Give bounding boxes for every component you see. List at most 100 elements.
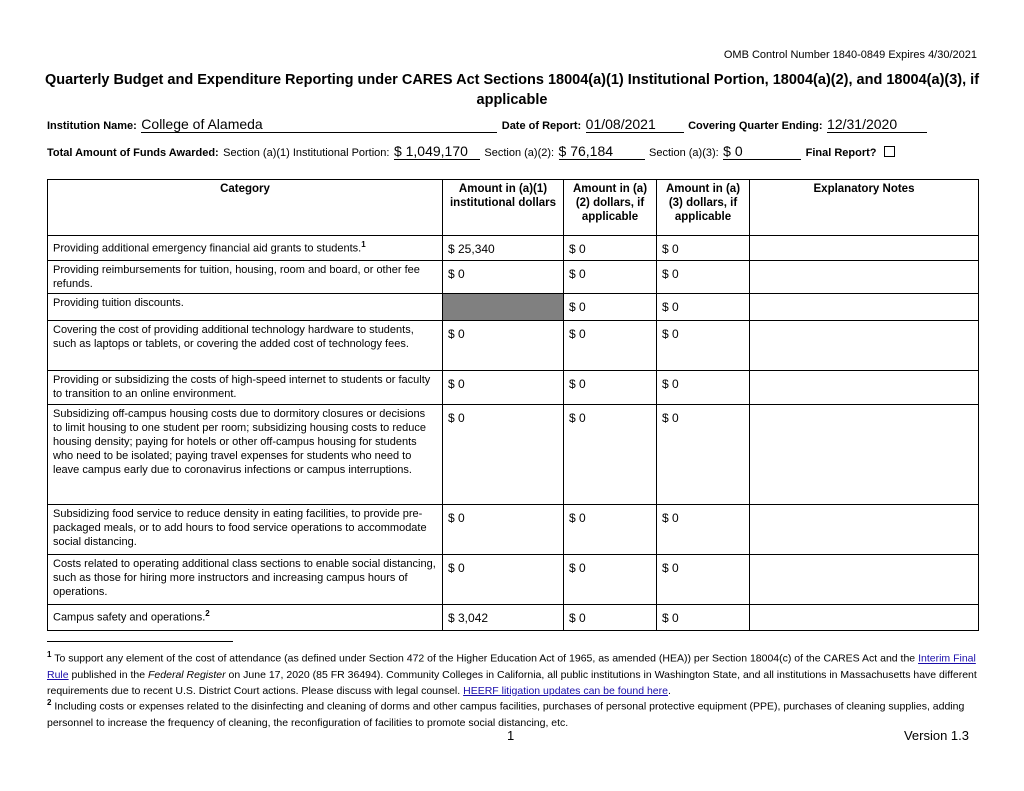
notes-cell[interactable] <box>749 235 979 261</box>
expenditure-table: Category Amount in (a)(1) institutional … <box>47 179 979 631</box>
a3-cell[interactable]: $ 0 <box>656 404 750 505</box>
heerf-litigation-link[interactable]: HEERF litigation updates can be found he… <box>463 684 668 697</box>
quarter-ending-field[interactable]: 12/31/2020 <box>827 117 928 133</box>
a3-cell[interactable]: $ 0 <box>656 604 750 631</box>
a1-cell[interactable]: $ 0 <box>442 260 564 294</box>
a2-cell[interactable]: $ 0 <box>563 235 657 261</box>
header-category: Category <box>47 179 443 236</box>
quarter-label: Covering Quarter Ending: <box>688 120 823 132</box>
a3-cell[interactable]: $ 0 <box>656 320 750 371</box>
category-cell: Costs related to operating additional cl… <box>47 554 443 605</box>
category-text: Covering the cost of providing additiona… <box>53 324 414 350</box>
funds-line: Total Amount of Funds Awarded: Section (… <box>47 143 895 161</box>
footnote-1-text-a: To support any element of the cost of at… <box>54 652 919 665</box>
institution-label: Institution Name: <box>47 120 137 132</box>
notes-cell[interactable] <box>749 370 979 405</box>
a2-cell[interactable]: $ 0 <box>563 293 657 321</box>
category-text: Campus safety and operations. <box>53 611 206 624</box>
footnote-ref: 1 <box>361 240 366 249</box>
version-label: Version 1.3 <box>903 728 969 743</box>
category-text: Providing tuition discounts. <box>53 297 184 309</box>
final-report-checkbox[interactable] <box>883 146 895 157</box>
footnote-1-end: . <box>668 684 671 697</box>
total-funds-label: Total Amount of Funds Awarded: <box>47 147 219 159</box>
table-row: Providing reimbursements for tuition, ho… <box>47 260 979 294</box>
a1-cell[interactable]: $ 3,042 <box>442 604 564 631</box>
omb-control-number: OMB Control Number 1840-0849 Expires 4/3… <box>723 49 977 61</box>
a2-cell[interactable]: $ 0 <box>563 370 657 405</box>
a2-label: Section (a)(2): <box>484 147 555 159</box>
category-text: Costs related to operating additional cl… <box>53 558 436 598</box>
a3-cell[interactable]: $ 0 <box>656 260 750 294</box>
a2-cell[interactable]: $ 0 <box>563 604 657 631</box>
category-cell: Campus safety and operations.2 <box>47 604 443 631</box>
category-cell: Providing tuition discounts. <box>47 293 443 321</box>
a1-cell[interactable]: $ 0 <box>442 554 564 605</box>
category-cell: Providing or subsidizing the costs of hi… <box>47 370 443 405</box>
notes-cell[interactable] <box>749 293 979 321</box>
category-text: Providing additional emergency financial… <box>53 242 362 255</box>
a2-amount-field[interactable]: $ 76,184 <box>558 144 645 160</box>
a1-cell[interactable]: $ 0 <box>442 404 564 505</box>
footnote-2: 2 Including costs or expenses related to… <box>47 695 977 731</box>
category-cell: Subsidizing off-campus housing costs due… <box>47 404 443 505</box>
footnote-1-number: 1 <box>47 650 52 659</box>
a3-cell[interactable]: $ 0 <box>656 235 750 261</box>
table-row: Providing or subsidizing the costs of hi… <box>47 370 979 405</box>
a2-cell[interactable]: $ 0 <box>563 404 657 505</box>
notes-cell[interactable] <box>749 554 979 605</box>
a1-cell[interactable]: $ 0 <box>442 370 564 405</box>
a3-cell[interactable]: $ 0 <box>656 504 750 555</box>
a3-cell[interactable]: $ 0 <box>656 293 750 321</box>
footnote-1-text-c: on June 17, 2020 (85 FR 36494). Communit… <box>47 668 977 697</box>
table-row: Covering the cost of providing additiona… <box>47 320 979 371</box>
a1-amount-field[interactable]: $ 1,049,170 <box>393 144 480 160</box>
header-a3: Amount in (a)(3) dollars, if applicable <box>656 179 750 236</box>
footnote-divider <box>47 641 233 642</box>
a1-cell[interactable]: $ 0 <box>442 504 564 555</box>
a1-cell[interactable]: $ 25,340 <box>442 235 564 261</box>
notes-cell[interactable] <box>749 604 979 631</box>
date-label: Date of Report: <box>501 120 582 132</box>
table-row: Costs related to operating additional cl… <box>47 554 979 605</box>
notes-cell[interactable] <box>749 320 979 371</box>
a3-label: Section (a)(3): <box>649 147 719 159</box>
category-text: Providing reimbursements for tuition, ho… <box>53 264 420 290</box>
institution-name-field[interactable]: College of Alameda <box>141 117 498 133</box>
institution-line: Institution Name: College of Alameda Dat… <box>47 116 928 134</box>
a2-cell[interactable]: $ 0 <box>563 554 657 605</box>
a1-label: Section (a)(1) Institutional Portion: <box>223 147 390 159</box>
footnote-2-text: Including costs or expenses related to t… <box>47 700 965 729</box>
notes-cell[interactable] <box>749 260 979 294</box>
a1-cell[interactable]: $ 0 <box>442 320 564 371</box>
a2-cell[interactable]: $ 0 <box>563 260 657 294</box>
a3-cell[interactable]: $ 0 <box>656 554 750 605</box>
a2-cell[interactable]: $ 0 <box>563 320 657 371</box>
interim-final-rule-link[interactable]: Interim Final Rule <box>47 652 976 681</box>
header-notes: Explanatory Notes <box>749 179 979 236</box>
category-cell: Subsidizing food service to reduce densi… <box>47 504 443 555</box>
footnote-1-text-b: published in the <box>68 668 149 681</box>
category-cell: Providing reimbursements for tuition, ho… <box>47 260 443 294</box>
date-of-report-field[interactable]: 01/08/2021 <box>585 117 684 133</box>
table-row: Subsidizing off-campus housing costs due… <box>47 404 979 505</box>
footnote-1: 1 To support any element of the cost of … <box>47 647 977 699</box>
table-row: Providing additional emergency financial… <box>47 235 979 261</box>
footnote-ref: 2 <box>205 609 210 618</box>
category-text: Subsidizing off-campus housing costs due… <box>53 408 426 476</box>
category-cell: Providing additional emergency financial… <box>47 235 443 261</box>
a3-amount-field[interactable]: $ 0 <box>723 144 802 160</box>
category-text: Providing or subsidizing the costs of hi… <box>53 374 431 400</box>
notes-cell[interactable] <box>749 504 979 555</box>
notes-cell[interactable] <box>749 404 979 505</box>
final-report-label: Final Report? <box>805 147 877 159</box>
header-a1: Amount in (a)(1) institutional dollars <box>442 179 564 236</box>
a2-cell[interactable]: $ 0 <box>563 504 657 555</box>
a3-cell[interactable]: $ 0 <box>656 370 750 405</box>
table-row: Subsidizing food service to reduce densi… <box>47 504 979 555</box>
category-cell: Covering the cost of providing additiona… <box>47 320 443 371</box>
table-row: Providing tuition discounts. $ 0 $ 0 <box>47 293 979 321</box>
page-title: Quarterly Budget and Expenditure Reporti… <box>44 72 980 108</box>
a1-cell[interactable] <box>442 293 564 321</box>
